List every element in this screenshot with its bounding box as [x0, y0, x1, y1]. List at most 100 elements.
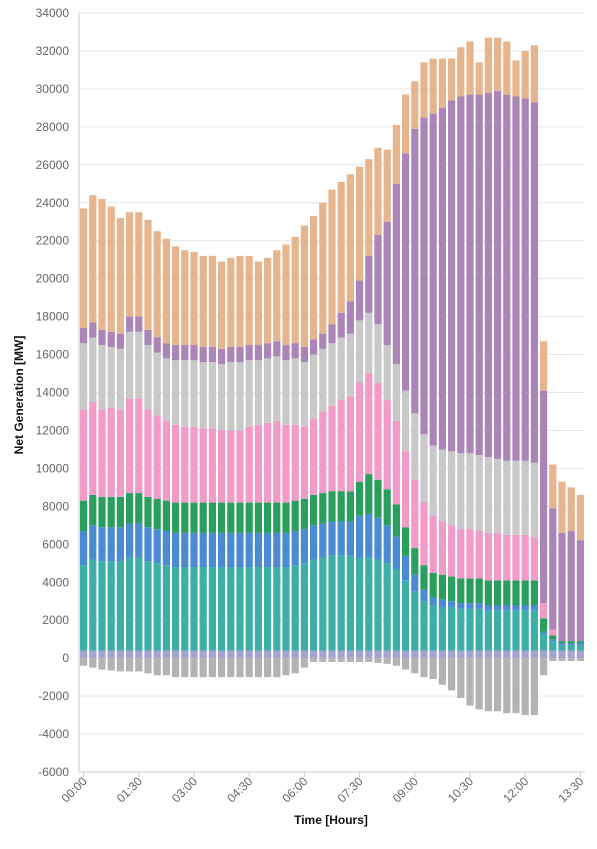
bar-segment: [567, 658, 575, 661]
bar-segment: [420, 650, 428, 659]
bar-segment: [374, 650, 382, 659]
bar-segment: [135, 650, 143, 659]
bar-segment: [135, 557, 143, 651]
bar-segment: [172, 502, 180, 533]
bar-segment: [475, 608, 483, 651]
bar-segment: [254, 658, 262, 678]
bar-segment: [107, 496, 115, 528]
bar-segment: [126, 493, 134, 524]
bar-segment: [438, 521, 446, 575]
bar-segment: [411, 574, 419, 592]
bar-segment: [310, 658, 318, 662]
bar-segment: [365, 650, 373, 659]
bar-segment: [448, 525, 456, 577]
bar-segment: [162, 358, 170, 421]
bar-segment: [181, 502, 189, 533]
bar-segment: [310, 559, 318, 651]
bar-segment: [512, 60, 520, 97]
bar-segment: [89, 322, 97, 338]
bar-segment: [448, 601, 456, 607]
bar-segment: [181, 345, 189, 361]
bar-segment: [273, 356, 281, 421]
x-tick-label: 12:00: [500, 774, 531, 805]
bar-segment: [429, 597, 437, 606]
bar-segment: [282, 567, 290, 651]
bar-segment: [190, 532, 198, 568]
bar-segment: [227, 346, 235, 363]
bar-segment: [328, 555, 336, 651]
bar-segment: [153, 352, 161, 416]
bar-segment: [392, 536, 400, 569]
bar-segment: [567, 487, 575, 532]
bar-segment: [264, 567, 272, 651]
bar-segment: [567, 650, 575, 659]
bar-segment: [218, 261, 226, 349]
bar-segment: [503, 650, 511, 659]
bar-segment: [172, 658, 180, 678]
bar-segment: [576, 650, 584, 659]
bar-segment: [172, 532, 180, 568]
bar-segment: [420, 601, 428, 651]
bar-segment: [438, 650, 446, 659]
bar-segment: [503, 658, 511, 714]
bar-segment: [475, 578, 483, 604]
bar-segment: [365, 658, 373, 662]
bar-segment: [420, 502, 428, 566]
bar-segment: [576, 658, 584, 661]
bar-segment: [264, 343, 272, 359]
bar-segment: [457, 578, 465, 604]
bar-segment: [540, 650, 548, 659]
bar-segment: [521, 580, 529, 606]
bar-segment: [530, 580, 538, 606]
bar-segment: [172, 567, 180, 651]
bar-segment: [411, 658, 419, 674]
bar-segment: [144, 409, 152, 497]
bar-segment: [530, 658, 538, 716]
bar-segment: [310, 494, 318, 526]
y-axis-title: Net Generation [MW]: [12, 336, 26, 455]
bar-segment: [383, 563, 391, 651]
bar-segment: [475, 531, 483, 579]
bar-segment: [135, 523, 143, 558]
bar-segment: [264, 358, 272, 423]
y-tick-label: 16000: [36, 348, 70, 362]
bar-segment: [328, 650, 336, 659]
bar-segment: [558, 642, 566, 645]
bar-segment: [291, 500, 299, 532]
bar-segment: [328, 658, 336, 662]
bar-segment: [80, 658, 88, 666]
bar-segment: [530, 536, 538, 581]
bar-segment: [383, 400, 391, 490]
bar-segment: [162, 531, 170, 566]
bar-segment: [365, 557, 373, 651]
bar-segment: [107, 407, 115, 497]
bar-segment: [567, 642, 575, 645]
bar-segment: [438, 599, 446, 607]
y-tick-label: 18000: [36, 310, 70, 324]
bar-segment: [116, 527, 124, 562]
bar-segment: [503, 605, 511, 611]
bar-segment: [484, 658, 492, 712]
bar-segment: [512, 460, 520, 535]
bar-segment: [365, 373, 373, 475]
y-tick-label: 14000: [36, 386, 70, 400]
bar-segment: [365, 159, 373, 256]
bar-segment: [383, 658, 391, 664]
y-tick-label: 30000: [36, 82, 70, 96]
bar-segment: [98, 650, 106, 659]
bar-segment: [429, 58, 437, 114]
bar-segment: [466, 453, 474, 530]
bar-segment: [356, 658, 364, 662]
bar-segment: [402, 390, 410, 452]
bar-segment: [540, 618, 548, 632]
bar-segment: [521, 650, 529, 659]
bar-segment: [337, 312, 345, 338]
bar-segment: [300, 346, 308, 363]
bar-segment: [300, 529, 308, 564]
bar-segment: [89, 195, 97, 323]
bar-segment: [540, 633, 548, 651]
bar-segment: [374, 147, 382, 236]
bar-segment: [356, 320, 364, 384]
bar-segment: [466, 650, 474, 659]
bar-segment: [374, 235, 382, 325]
